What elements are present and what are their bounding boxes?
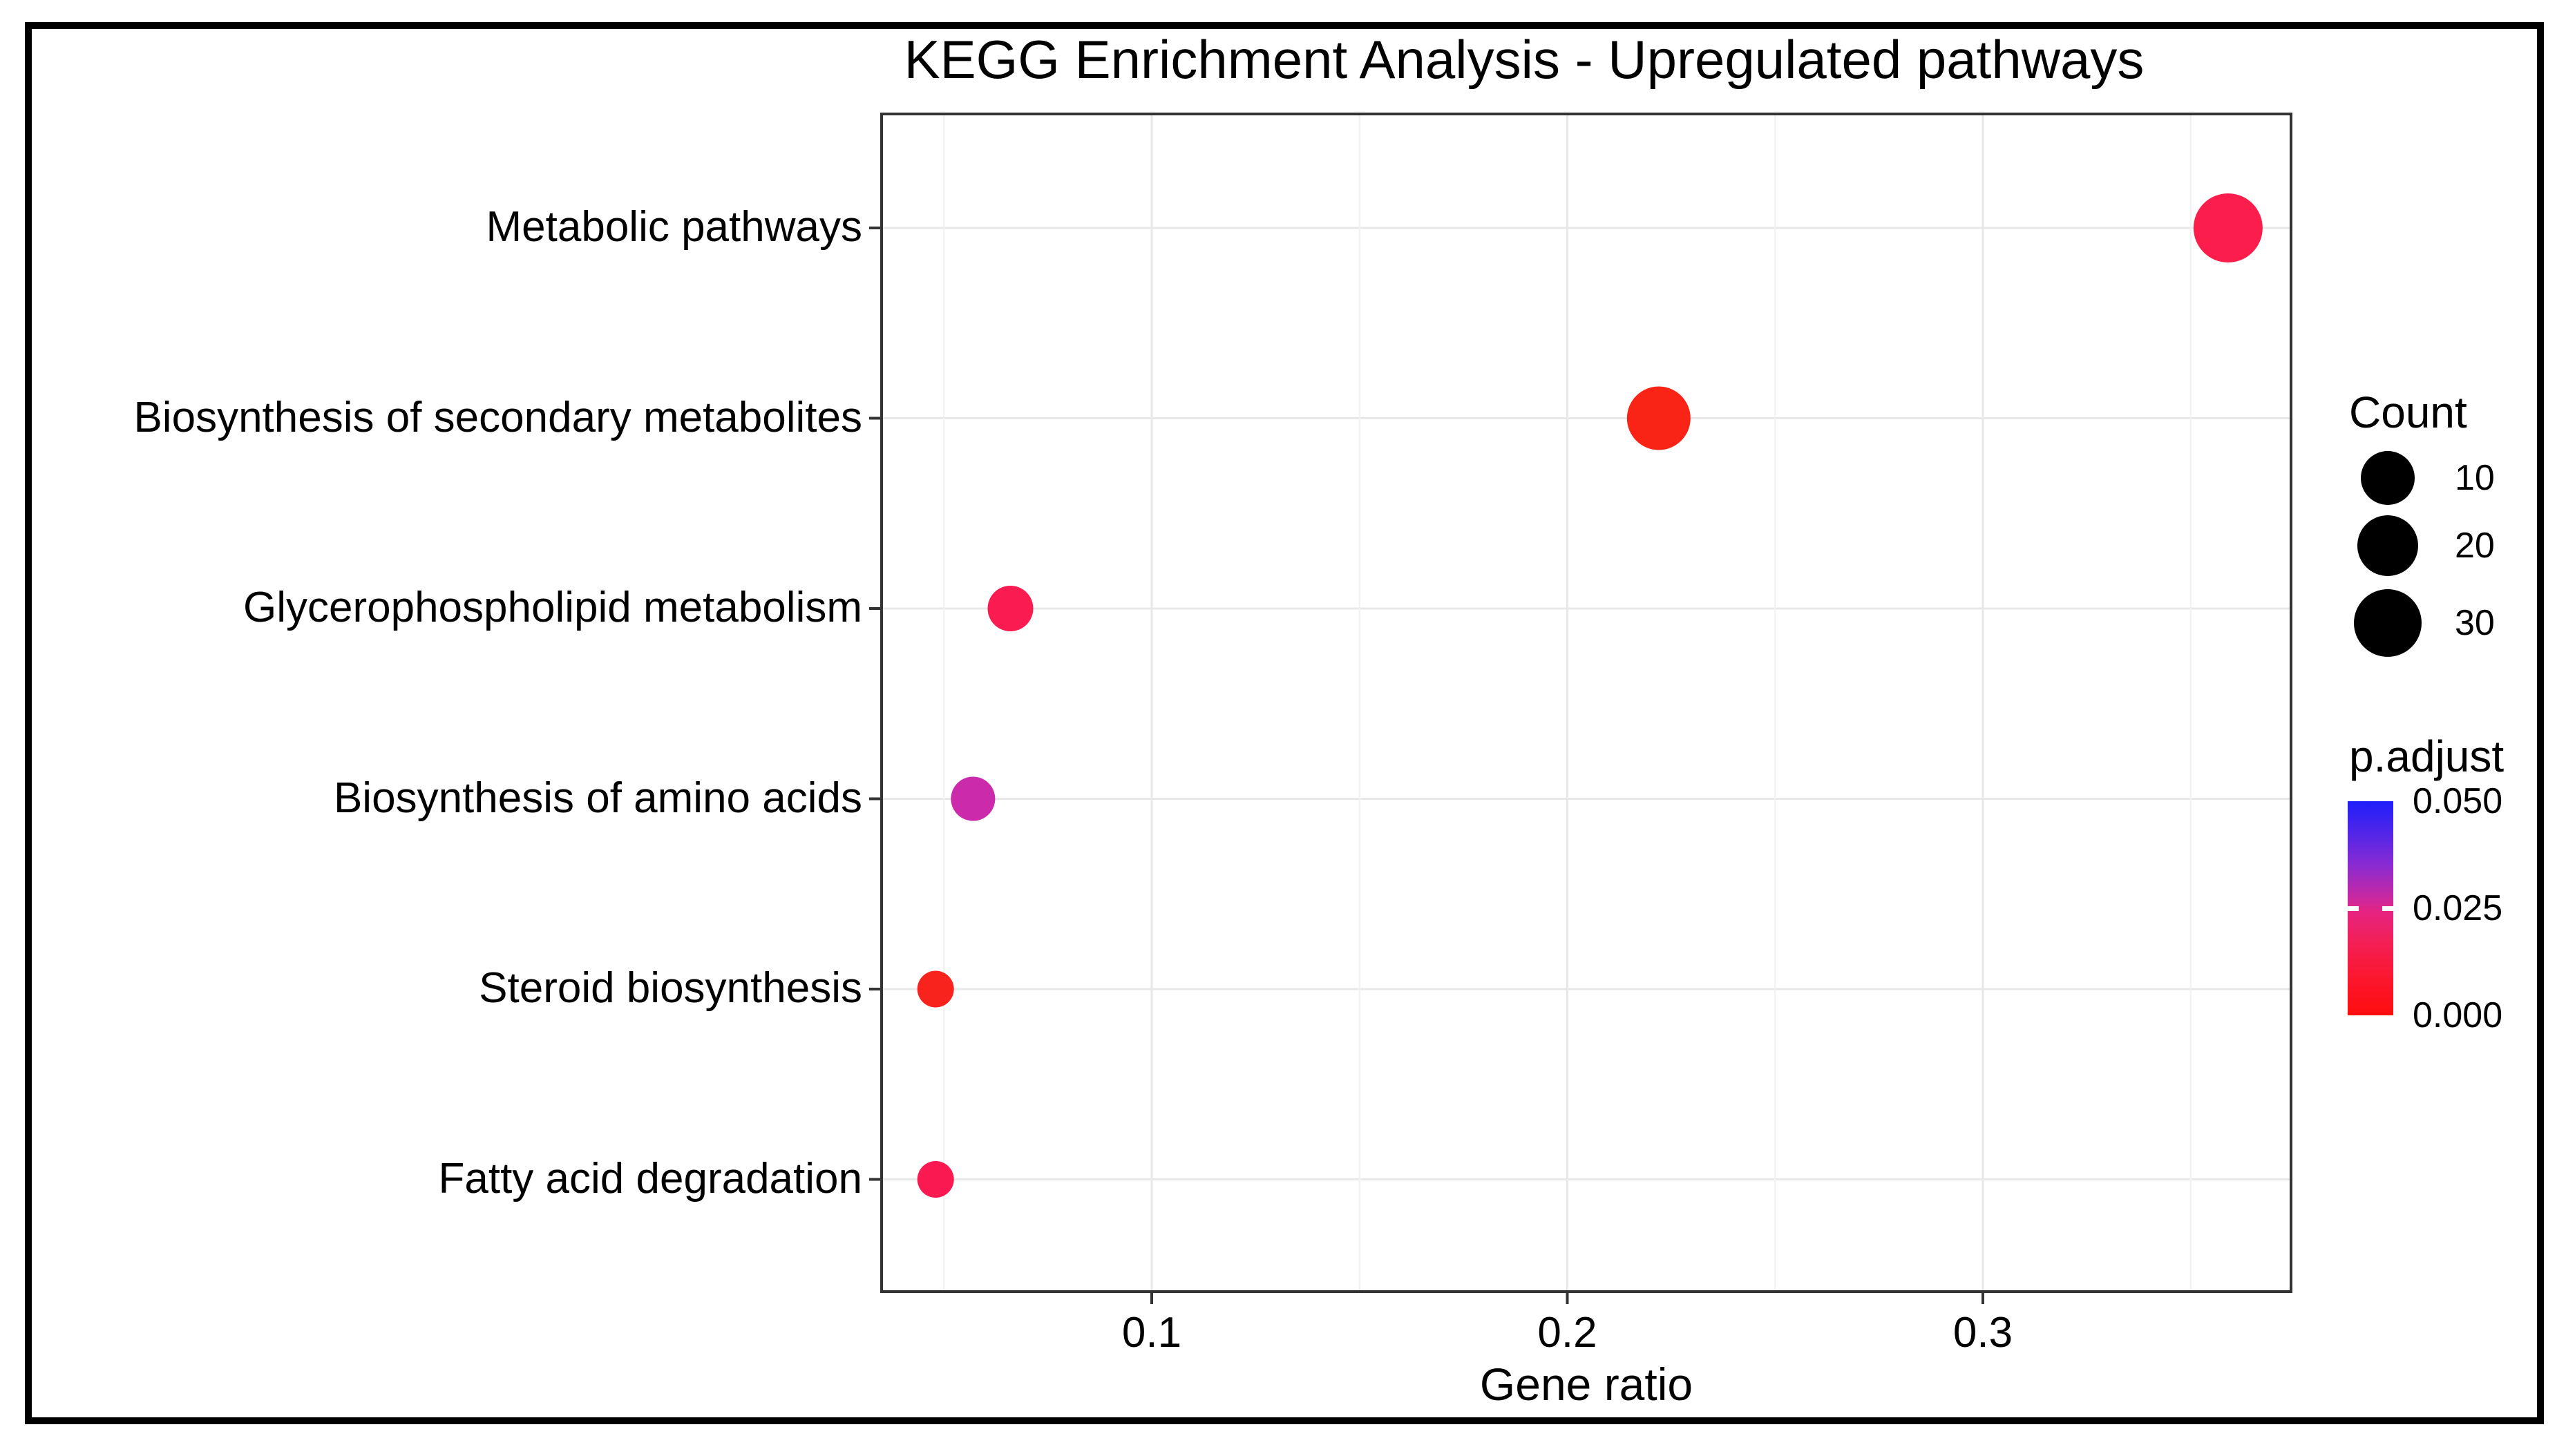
y-axis-label: Biosynthesis of secondary metabolites xyxy=(133,393,862,441)
count-legend-circle xyxy=(2354,589,2422,657)
padjust-legend-title: p.adjust xyxy=(2349,731,2505,781)
count-legend-title: Count xyxy=(2349,387,2467,437)
data-point[interactable] xyxy=(1626,386,1691,450)
count-legend-label: 20 xyxy=(2455,526,2495,566)
padjust-legend-label: 0.025 xyxy=(2413,888,2503,928)
x-axis-tick-label: 0.1 xyxy=(1121,1309,1182,1357)
count-legend-circle xyxy=(2357,515,2418,576)
panel-border xyxy=(880,113,2292,1293)
data-point[interactable] xyxy=(917,970,954,1008)
plot-title: KEGG Enrichment Analysis - Upregulated p… xyxy=(904,29,2145,90)
y-axis-label: Steroid biosynthesis xyxy=(479,964,862,1013)
data-point[interactable] xyxy=(2193,193,2263,262)
count-legend-label: 10 xyxy=(2455,458,2495,498)
panel-background xyxy=(882,114,2291,1292)
count-legend-label: 30 xyxy=(2455,603,2495,643)
gradient-midpoint-tick xyxy=(2382,906,2393,911)
x-axis-tick-label: 0.3 xyxy=(1952,1309,2013,1357)
data-point[interactable] xyxy=(987,586,1034,631)
count-legend-circle xyxy=(2361,451,2415,505)
x-axis-title: Gene ratio xyxy=(1479,1359,1693,1410)
padjust-gradient-bar xyxy=(2348,801,2393,1015)
y-axis-label: Biosynthesis of amino acids xyxy=(333,774,862,822)
padjust-legend-label: 0.050 xyxy=(2413,781,2503,821)
x-axis-tick-label: 0.2 xyxy=(1537,1309,1597,1357)
y-axis-label: Glycerophospholipid metabolism xyxy=(243,584,862,632)
y-axis-label: Fatty acid degradation xyxy=(438,1154,863,1203)
padjust-legend-label: 0.000 xyxy=(2413,995,2503,1035)
data-point[interactable] xyxy=(951,776,996,821)
y-axis-label: Metabolic pathways xyxy=(486,203,863,251)
gradient-midpoint-tick xyxy=(2348,906,2359,911)
data-point[interactable] xyxy=(917,1161,954,1198)
